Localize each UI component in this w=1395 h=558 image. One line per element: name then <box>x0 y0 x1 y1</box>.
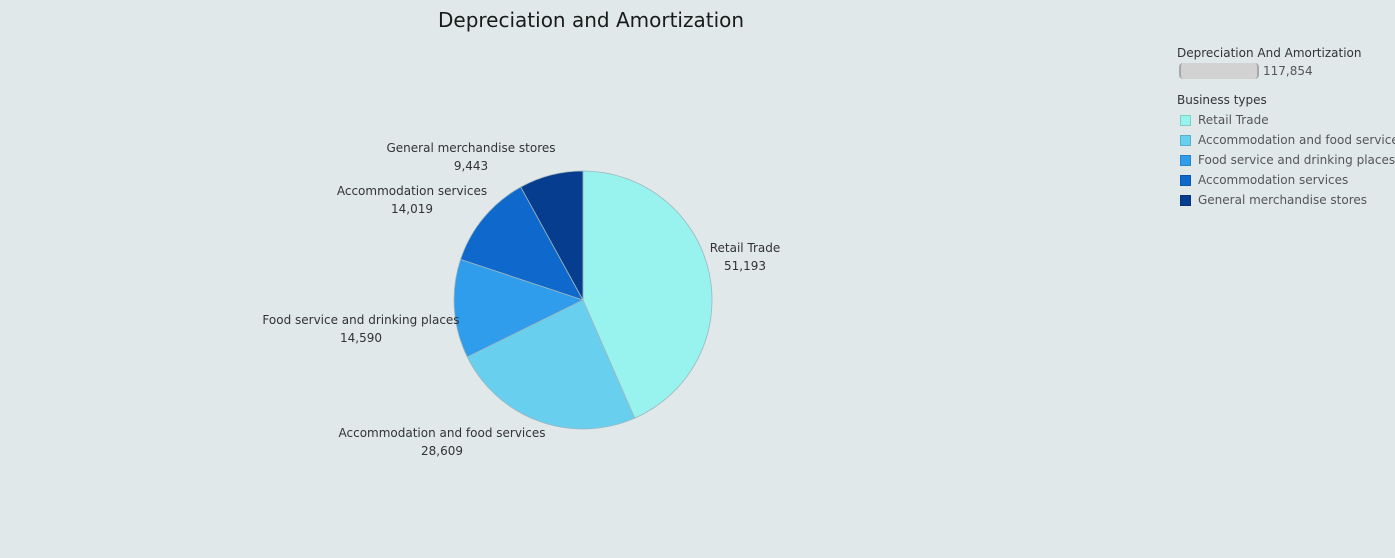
legend-item[interactable]: Accommodation and food services <box>1177 130 1395 150</box>
legend-swatch <box>1180 114 1191 126</box>
legend-label: General merchandise stores <box>1198 193 1368 207</box>
legend-swatch <box>1180 134 1191 146</box>
pie-slice[interactable] <box>453 258 585 358</box>
pie-chart: Retail Trade 51,193 Accommodation and food… <box>262 141 780 458</box>
slice-value-label: 9,443 <box>454 159 488 173</box>
legend-swatch <box>1180 154 1191 166</box>
legend-item[interactable]: General merchandise stores <box>1177 190 1392 210</box>
legend-panel: Depreciation And Amortization 117,854 Bu… <box>1177 46 1395 210</box>
size-legend-title: Depreciation And Amortization <box>1177 46 1362 60</box>
slice-value-label: 14,019 <box>391 202 433 216</box>
color-legend: Retail Trade Accommodation and food serv… <box>1177 110 1395 210</box>
slice-category-label: Accommodation services <box>337 184 487 198</box>
pie-slice[interactable] <box>466 299 636 430</box>
slice-category-label: Accommodation and food services <box>339 426 546 440</box>
slice-value-label: 14,590 <box>340 331 382 345</box>
legend-label: Accommodation and food services <box>1198 133 1395 147</box>
pie-slice[interactable] <box>460 186 584 301</box>
pie-slices <box>453 170 713 430</box>
size-legend-marker <box>1179 63 1259 79</box>
slice-value-label: 51,193 <box>724 259 766 273</box>
chart-title: Depreciation and Amortization <box>438 8 745 32</box>
slice-value-label: 28,609 <box>421 444 463 458</box>
size-legend: 117,854 <box>1177 62 1392 80</box>
legend-label: Retail Trade <box>1198 113 1269 127</box>
pie-slice[interactable] <box>520 170 584 301</box>
legend-item[interactable]: Food service and drinking places <box>1177 150 1395 170</box>
legend-swatch <box>1180 174 1191 186</box>
size-legend-value: 117,854 <box>1263 64 1313 78</box>
slice-category-label: General merchandise stores <box>386 141 555 155</box>
legend-item[interactable]: Retail Trade <box>1177 110 1392 130</box>
slice-labels: Retail Trade 51,193 Accommodation and food… <box>262 141 780 458</box>
legend-label: Food service and drinking places <box>1198 153 1395 167</box>
legend-item[interactable]: Accommodation services <box>1177 170 1392 190</box>
pie-slice[interactable] <box>582 170 713 419</box>
legend-label: Accommodation services <box>1198 173 1349 187</box>
slice-category-label: Food service and drinking places <box>262 313 459 327</box>
legend-swatch <box>1180 194 1191 206</box>
color-legend-title: Business types <box>1177 93 1267 107</box>
slice-category-label: Retail Trade <box>710 241 781 255</box>
